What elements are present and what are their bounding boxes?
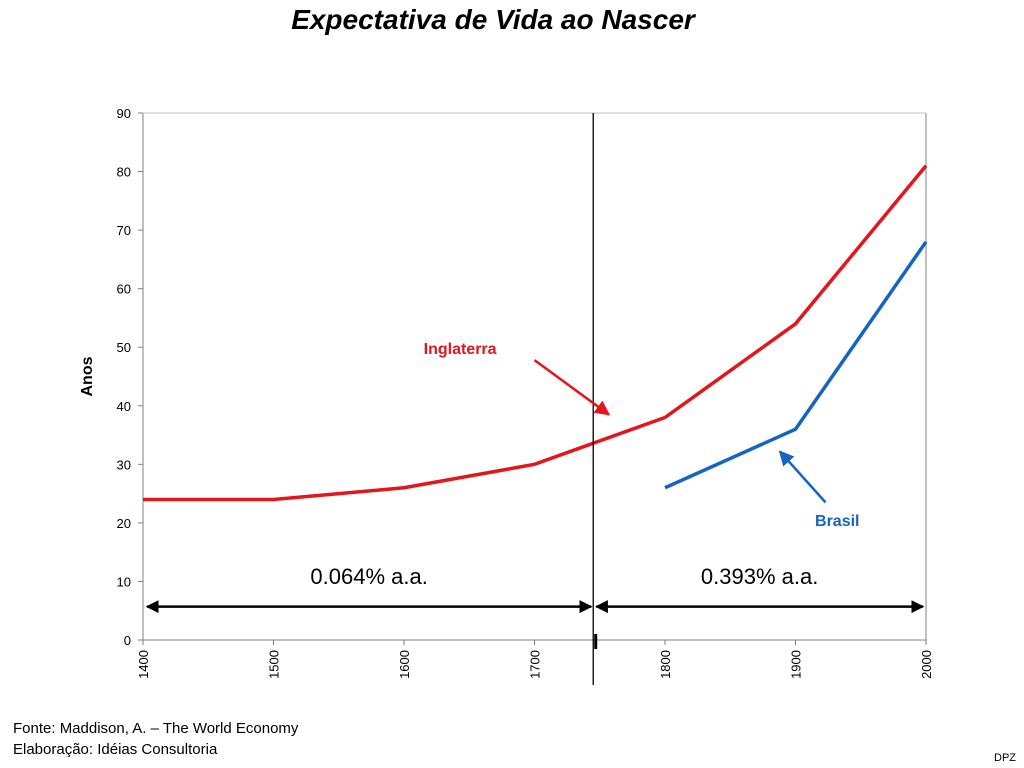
credit-text: DPZ	[994, 752, 1016, 764]
series-label-inglaterra: Inglaterra	[424, 341, 497, 358]
y-axis-title: Anos	[79, 356, 96, 396]
x-tick-label: 1400	[136, 650, 151, 679]
y-tick-label: 60	[117, 282, 131, 297]
x-tick-label: 1800	[658, 650, 673, 679]
y-tick-label: 90	[117, 106, 131, 121]
growth-rate-label: 0.393% a.a.	[701, 564, 818, 589]
chart-title: Expectativa de Vida ao Nascer	[291, 4, 695, 35]
x-tick-label: 1700	[528, 650, 543, 679]
divider-tick-mark	[594, 634, 598, 649]
x-tick-label: 2000	[919, 650, 934, 679]
x-tick-label: 1500	[267, 650, 282, 679]
growth-rate-label: 0.064% a.a.	[310, 564, 427, 589]
y-tick-label: 80	[117, 165, 131, 180]
brasil-pointer-arrow	[778, 450, 827, 504]
source-text: Fonte: Maddison, A. – The World Economy	[13, 720, 299, 737]
x-tick-label: 1900	[789, 650, 804, 679]
y-tick-label: 40	[117, 399, 131, 414]
y-tick-label: 20	[117, 516, 131, 531]
y-tick-label: 10	[117, 574, 131, 589]
x-tick-label: 1600	[397, 650, 412, 679]
inglaterra-pointer-arrow	[533, 359, 611, 416]
series-label-brasil: Brasil	[815, 513, 859, 530]
y-tick-label: 50	[117, 340, 131, 355]
y-tick-label: 70	[117, 223, 131, 238]
series-line-brasil	[664, 240, 928, 490]
elaboration-text: Elaboração: Idéias Consultoria	[13, 741, 218, 758]
source-note: Fonte: Maddison, A. – The World Economy …	[13, 718, 298, 760]
series-line-inglaterra	[143, 164, 928, 502]
y-tick-label: 30	[117, 457, 131, 472]
y-tick-label: 0	[124, 633, 131, 648]
